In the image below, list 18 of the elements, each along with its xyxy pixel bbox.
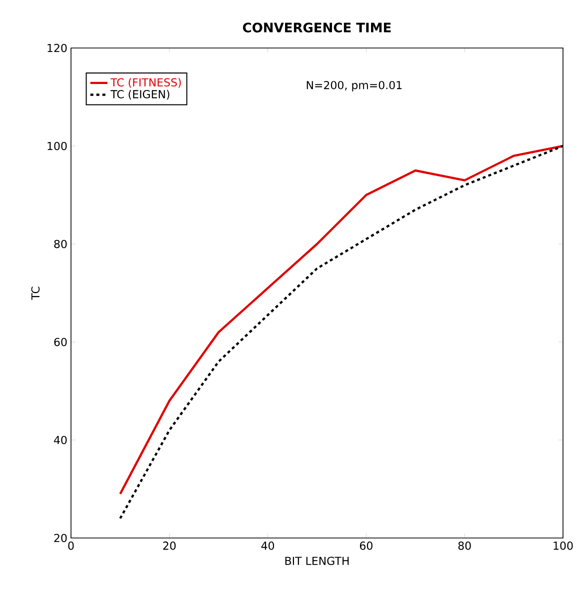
x-tick-label: 20 [163,542,176,550]
x-tick-label: 100 [554,542,573,550]
y-tick-label: 80 [54,240,67,248]
y-tick-label: 60 [54,338,67,346]
x-tick-label: 0 [68,542,74,550]
y-tick-label: 20 [54,534,67,542]
y-axis-title: TC [31,286,40,300]
y-tick-label: 100 [48,142,67,150]
x-tick-label: 80 [458,542,471,550]
x-axis-title: BIT LENGTH [285,556,349,566]
legend-label: TC (EIGEN) [110,90,170,100]
chart-title: CONVERGENCE TIME [243,22,391,32]
y-tick-label: 40 [54,436,67,444]
x-tick-label: 60 [360,542,373,550]
y-tick-label: 120 [48,44,67,52]
x-tick-label: 40 [261,542,274,550]
legend-label: TC (FITNESS) [110,78,181,88]
annotation: N=200, pm=0.01 [306,80,402,92]
